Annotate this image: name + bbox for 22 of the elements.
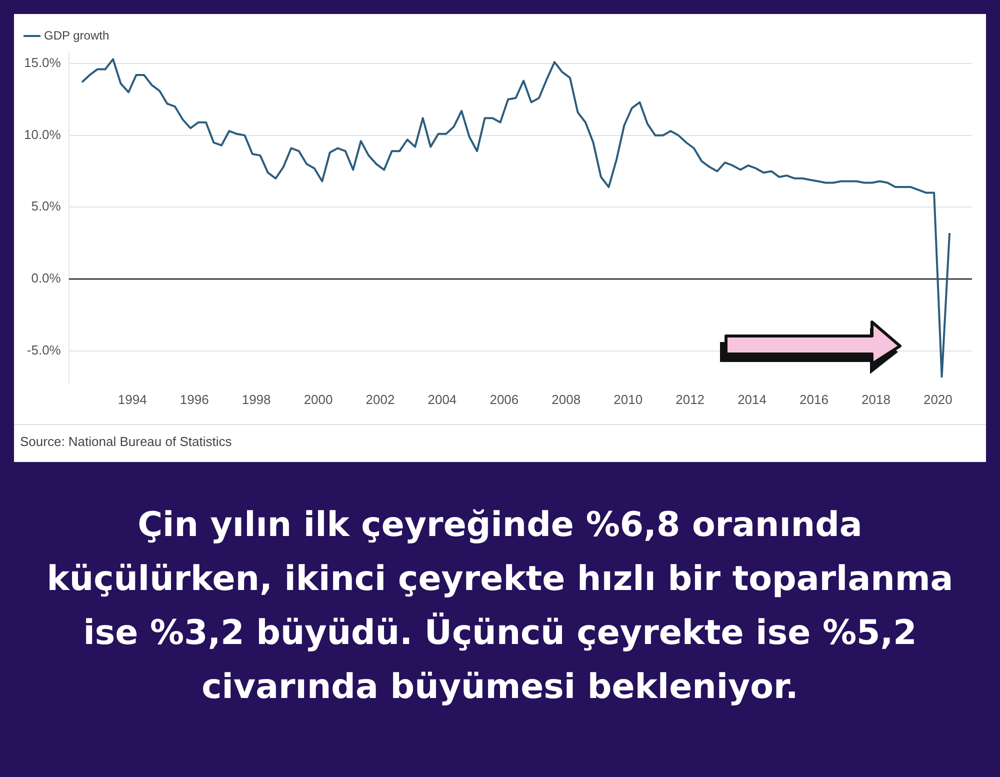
y-tick-label: 15.0% [24,55,62,70]
x-tick-label: 1994 [118,392,147,407]
text: Çin yılın ilk çeyreğinde %6,8 oranında küçülürken, ikinci çeyrekte hızlı bir toparlanma ise %3,2 büyüdü. Üçüncü çeyrekte ise %5,2 civarında büyümesi bekleniyor. [46,504,954,709]
x-tick-label: 2020 [923,392,952,407]
y-tick-label: 5.0% [31,198,62,214]
x-tick-label: 2014 [738,392,766,407]
y-tick-label: 10.0% [24,126,62,142]
y-tick-label: -5.0% [26,342,62,358]
x-tick-label: 2000 [304,392,333,407]
x-tick-label: 2016 [800,392,828,407]
x-tick-label: 2018 [861,392,890,407]
source-note: Source: National Bureau of Statistics [20,434,232,449]
legend-label: GDP growth [44,28,110,42]
x-tick-label: 2008 [552,392,581,407]
x-tick-label: 2006 [490,392,519,407]
x-tick-label: 2010 [614,392,643,407]
x-tick-label: 1996 [180,392,209,407]
y-tick-label: 0.0% [31,270,62,286]
x-tick-label: 2002 [366,392,395,407]
x-tick-label: 1998 [242,392,271,407]
x-tick-label: 2012 [676,392,705,407]
x-tick-label: 2004 [428,392,457,407]
